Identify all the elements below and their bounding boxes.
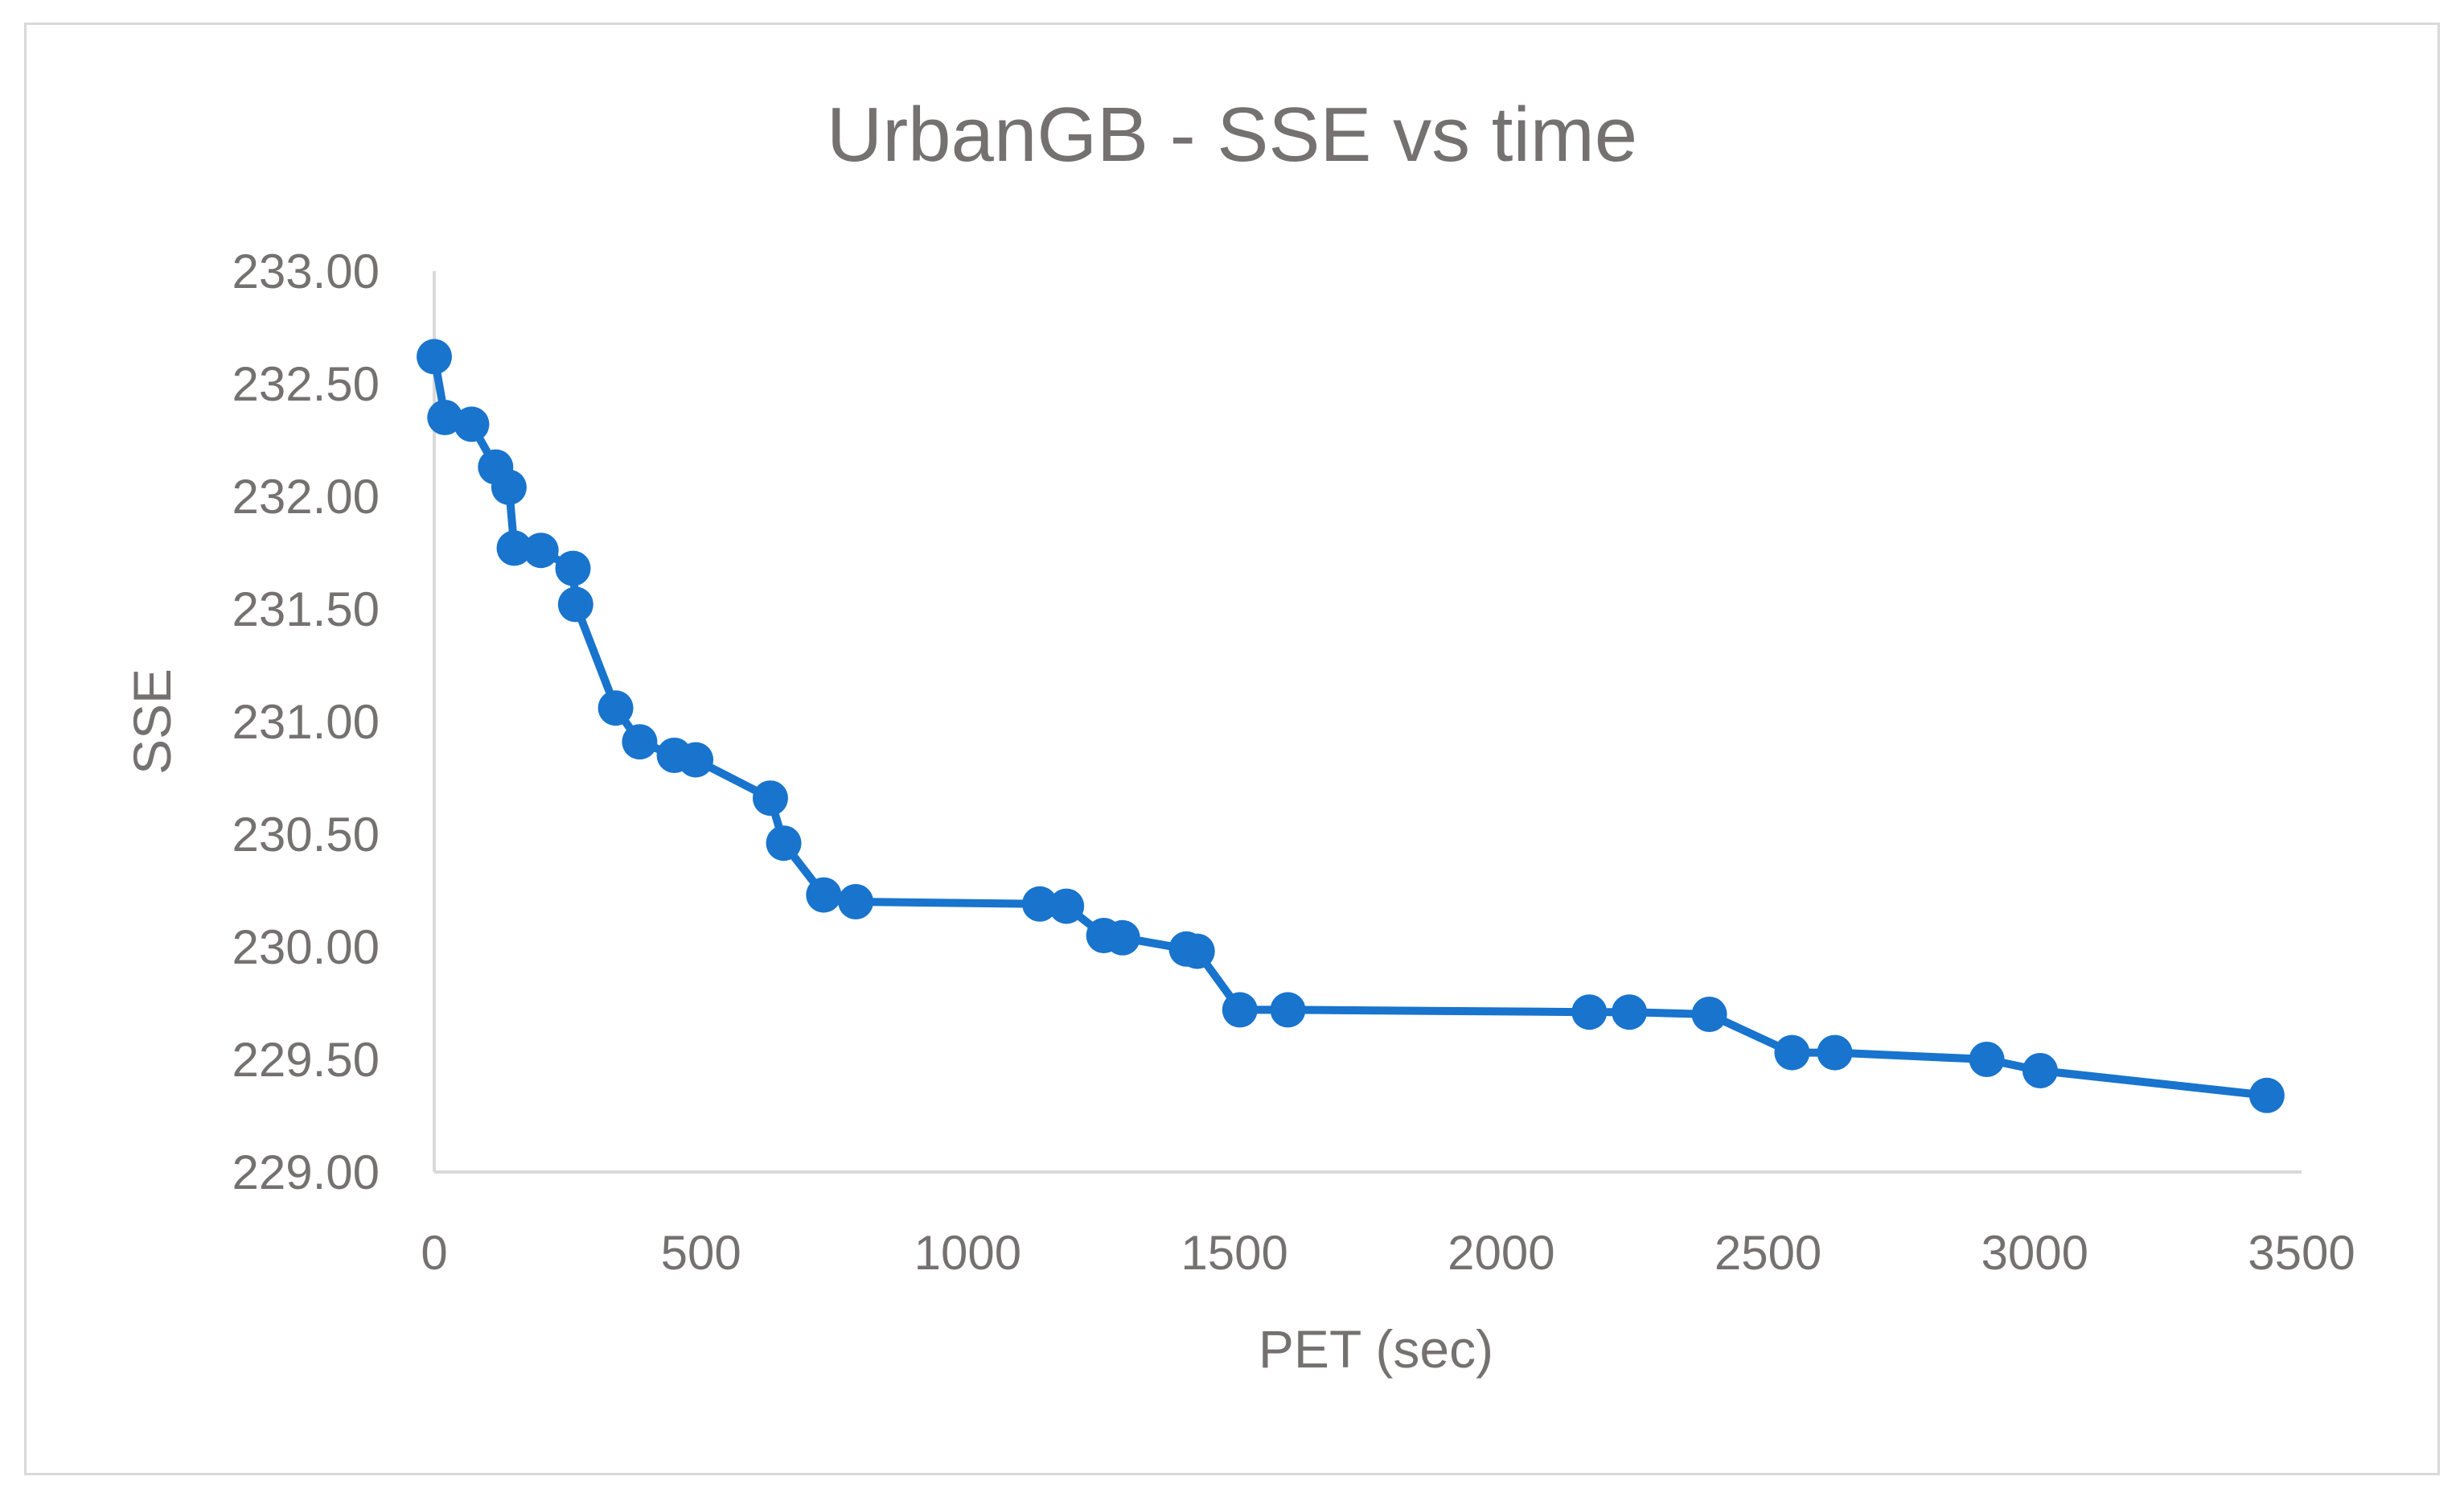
data-point (1774, 1034, 1810, 1071)
y-tick-label: 232.00 (232, 470, 380, 524)
y-tick-label: 229.50 (232, 1033, 380, 1087)
series-line-sse (430, 356, 2268, 1100)
data-point (523, 533, 559, 569)
y-axis-label: SSE (122, 668, 182, 775)
data-point (427, 400, 463, 435)
data-point (1104, 919, 1140, 956)
data-point (1021, 886, 1057, 922)
data-point (838, 884, 874, 919)
x-tick-label: 3000 (1981, 1226, 2088, 1280)
x-tick-label: 1500 (1181, 1226, 1287, 1280)
y-tick-label: 232.50 (232, 357, 380, 411)
data-point (806, 877, 842, 913)
y-tick-label: 229.00 (232, 1145, 380, 1199)
chart-frame (24, 23, 2440, 1475)
data-point (557, 586, 593, 623)
data-point (1817, 1034, 1853, 1071)
x-tick-label: 3500 (2248, 1226, 2355, 1280)
x-tick-label: 2500 (1715, 1226, 1821, 1280)
data-point (2248, 1077, 2285, 1113)
x-axis-label: PET (sec) (1259, 1319, 1493, 1379)
data-point (622, 724, 658, 760)
y-tick-label: 231.50 (232, 582, 380, 636)
data-point (678, 742, 714, 778)
y-axis-ticks: 229.00 229.50 230.00 230.50 231.00 231.50 232.… (232, 245, 380, 1199)
data-point (1270, 992, 1306, 1028)
y-tick-label: 233.00 (232, 245, 380, 298)
x-tick-label: 1000 (914, 1226, 1021, 1280)
data-point (2022, 1053, 2058, 1088)
data-point (555, 550, 591, 586)
data-point (1612, 994, 1648, 1030)
data-point (1179, 933, 1215, 969)
y-tick-label: 230.00 (232, 920, 380, 974)
chart-title: UrbanGB - SSE vs time (827, 92, 1637, 178)
data-point (496, 530, 532, 566)
data-point (454, 406, 490, 442)
data-point (1571, 994, 1608, 1030)
y-tick-label: 231.00 (232, 695, 380, 749)
data-point (1049, 888, 1085, 924)
x-axis-ticks: 0 500 1000 1500 2000 2500 3000 3500 (421, 1226, 2355, 1280)
data-point (766, 825, 802, 862)
data-point (598, 690, 634, 726)
data-point (1222, 992, 1258, 1028)
data-point (1969, 1042, 2005, 1077)
data-point (752, 780, 788, 816)
x-tick-label: 500 (661, 1226, 741, 1280)
data-point (1691, 997, 1727, 1032)
x-tick-label: 2000 (1448, 1226, 1554, 1280)
data-point (417, 339, 452, 375)
x-tick-label: 0 (421, 1226, 447, 1280)
y-tick-label: 230.50 (232, 808, 380, 862)
series-points (417, 339, 2285, 1113)
data-point (491, 469, 527, 505)
